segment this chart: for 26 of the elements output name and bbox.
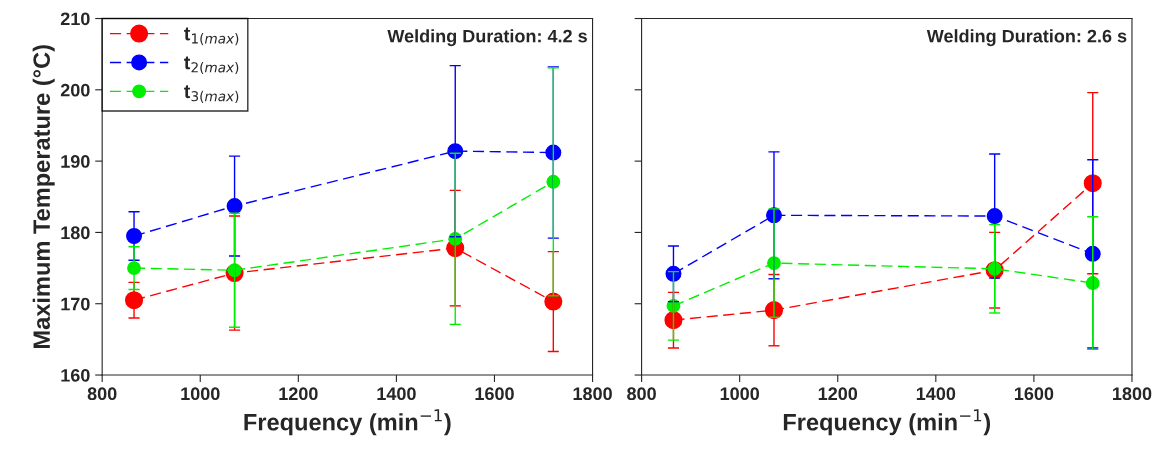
x-tick-label: 800 [87,387,117,401]
legend-label: t$_{1(max)}$ [184,27,239,46]
x-tick-label: 1800 [1113,387,1152,401]
x-tick-label: 1600 [1014,387,1054,401]
x-tick-label: 1800 [573,387,612,401]
x-tick-label: 1600 [475,387,514,401]
x-tick-label: 1400 [377,387,416,401]
x-axis-title: Frequency (min$^{−1}$) [783,409,991,436]
x-tick-label: 1000 [720,387,760,401]
y-tick-label: 170 [61,297,90,311]
y-tick-label: 210 [60,12,90,26]
y-tick-label: 200 [60,83,90,97]
x-tick-label: 1200 [818,387,858,401]
legend-label: t$_{2(max)}$ [184,56,239,75]
y-axis-title: Maximum Temperature (°C) [32,45,55,348]
y-tick-label: 180 [61,226,90,240]
annotation: Welding Duration: 4.2 s [387,29,587,47]
x-tick-label: 800 [627,387,656,401]
x-tick-label: 1200 [279,387,318,401]
y-tick-label: 160 [61,368,90,382]
legend-label: t$_{3(max)}$ [184,85,239,103]
y-tick-label: 190 [61,155,90,168]
x-axis-title: Frequency (min$^{−1}$) [244,409,451,436]
x-tick-label: 1400 [916,387,956,401]
annotation: Welding Duration: 2.6 s [926,29,1127,47]
x-tick-label: 1000 [181,387,220,401]
